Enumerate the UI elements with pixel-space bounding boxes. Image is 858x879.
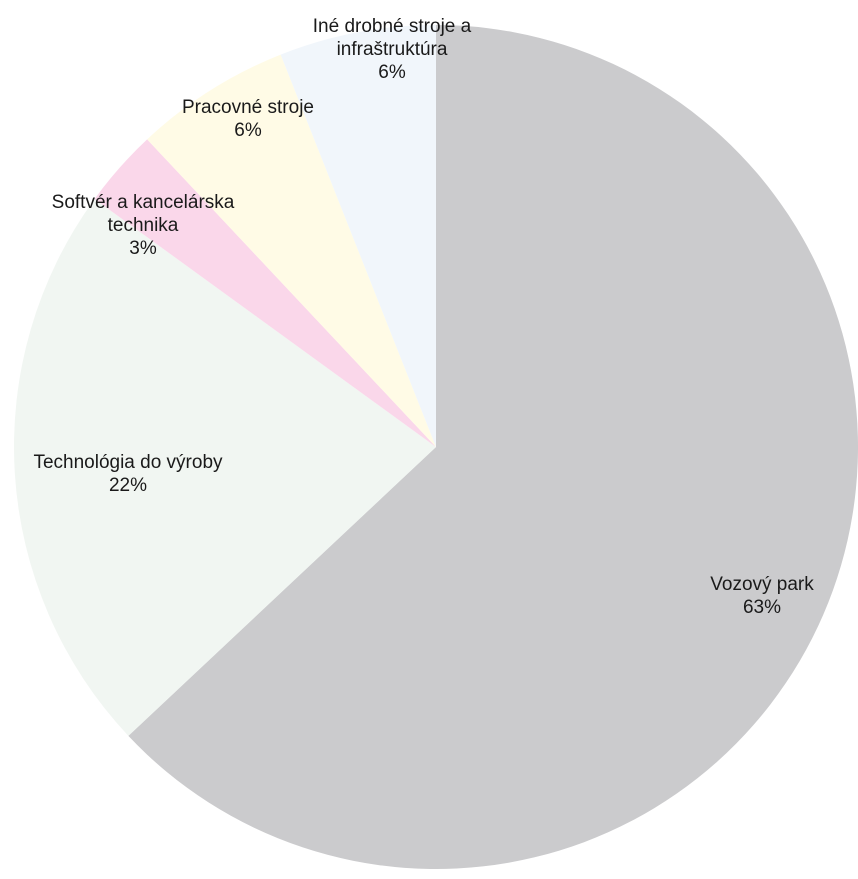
slice-name-line: Iné drobné stroje a — [313, 16, 472, 37]
pie-slice-ine-drobne-stroje-a-infrastruktura — [280, 25, 436, 447]
slice-label-pracovne-stroje: Pracovné stroje 6% — [182, 97, 314, 141]
slice-value-label: 63% — [743, 597, 781, 618]
pie-labels: Vozový park 63% Technológia do výroby 22% So… — [33, 16, 814, 618]
slice-name-line: Softvér a kancelárska — [52, 192, 235, 213]
pie-slices — [13, 25, 858, 869]
slice-name-line: Technológia do výroby — [33, 452, 223, 473]
slice-value-label: 3% — [129, 238, 157, 259]
slice-value-label: 22% — [109, 475, 147, 496]
pie-slice-pracovne-stroje — [147, 54, 436, 447]
pie-slice-technologia-do-vyroby — [13, 198, 437, 736]
slice-label-vozovy-park: Vozový park 63% — [710, 574, 814, 618]
slice-value-label: 6% — [378, 62, 406, 83]
slice-name-line: technika — [108, 215, 179, 236]
slice-value-label: 6% — [234, 120, 262, 141]
slice-name-line: Vozový park — [710, 574, 814, 595]
slice-name-line: Pracovné stroje — [182, 97, 314, 118]
slice-name-line: infraštruktúra — [337, 39, 448, 60]
slice-label-technologia-do-vyroby: Technológia do výroby 22% — [33, 452, 223, 496]
pie-slice-softver-a-kancelarska-technika — [94, 139, 436, 447]
slice-label-softver-a-kancelarska-technika: Softvér a kancelárska technika 3% — [52, 192, 235, 259]
slice-label-ine-drobne-stroje-a-infrastruktura: Iné drobné stroje a infraštruktúra 6% — [313, 16, 472, 83]
pie-slice-vozovy-park — [128, 25, 858, 869]
